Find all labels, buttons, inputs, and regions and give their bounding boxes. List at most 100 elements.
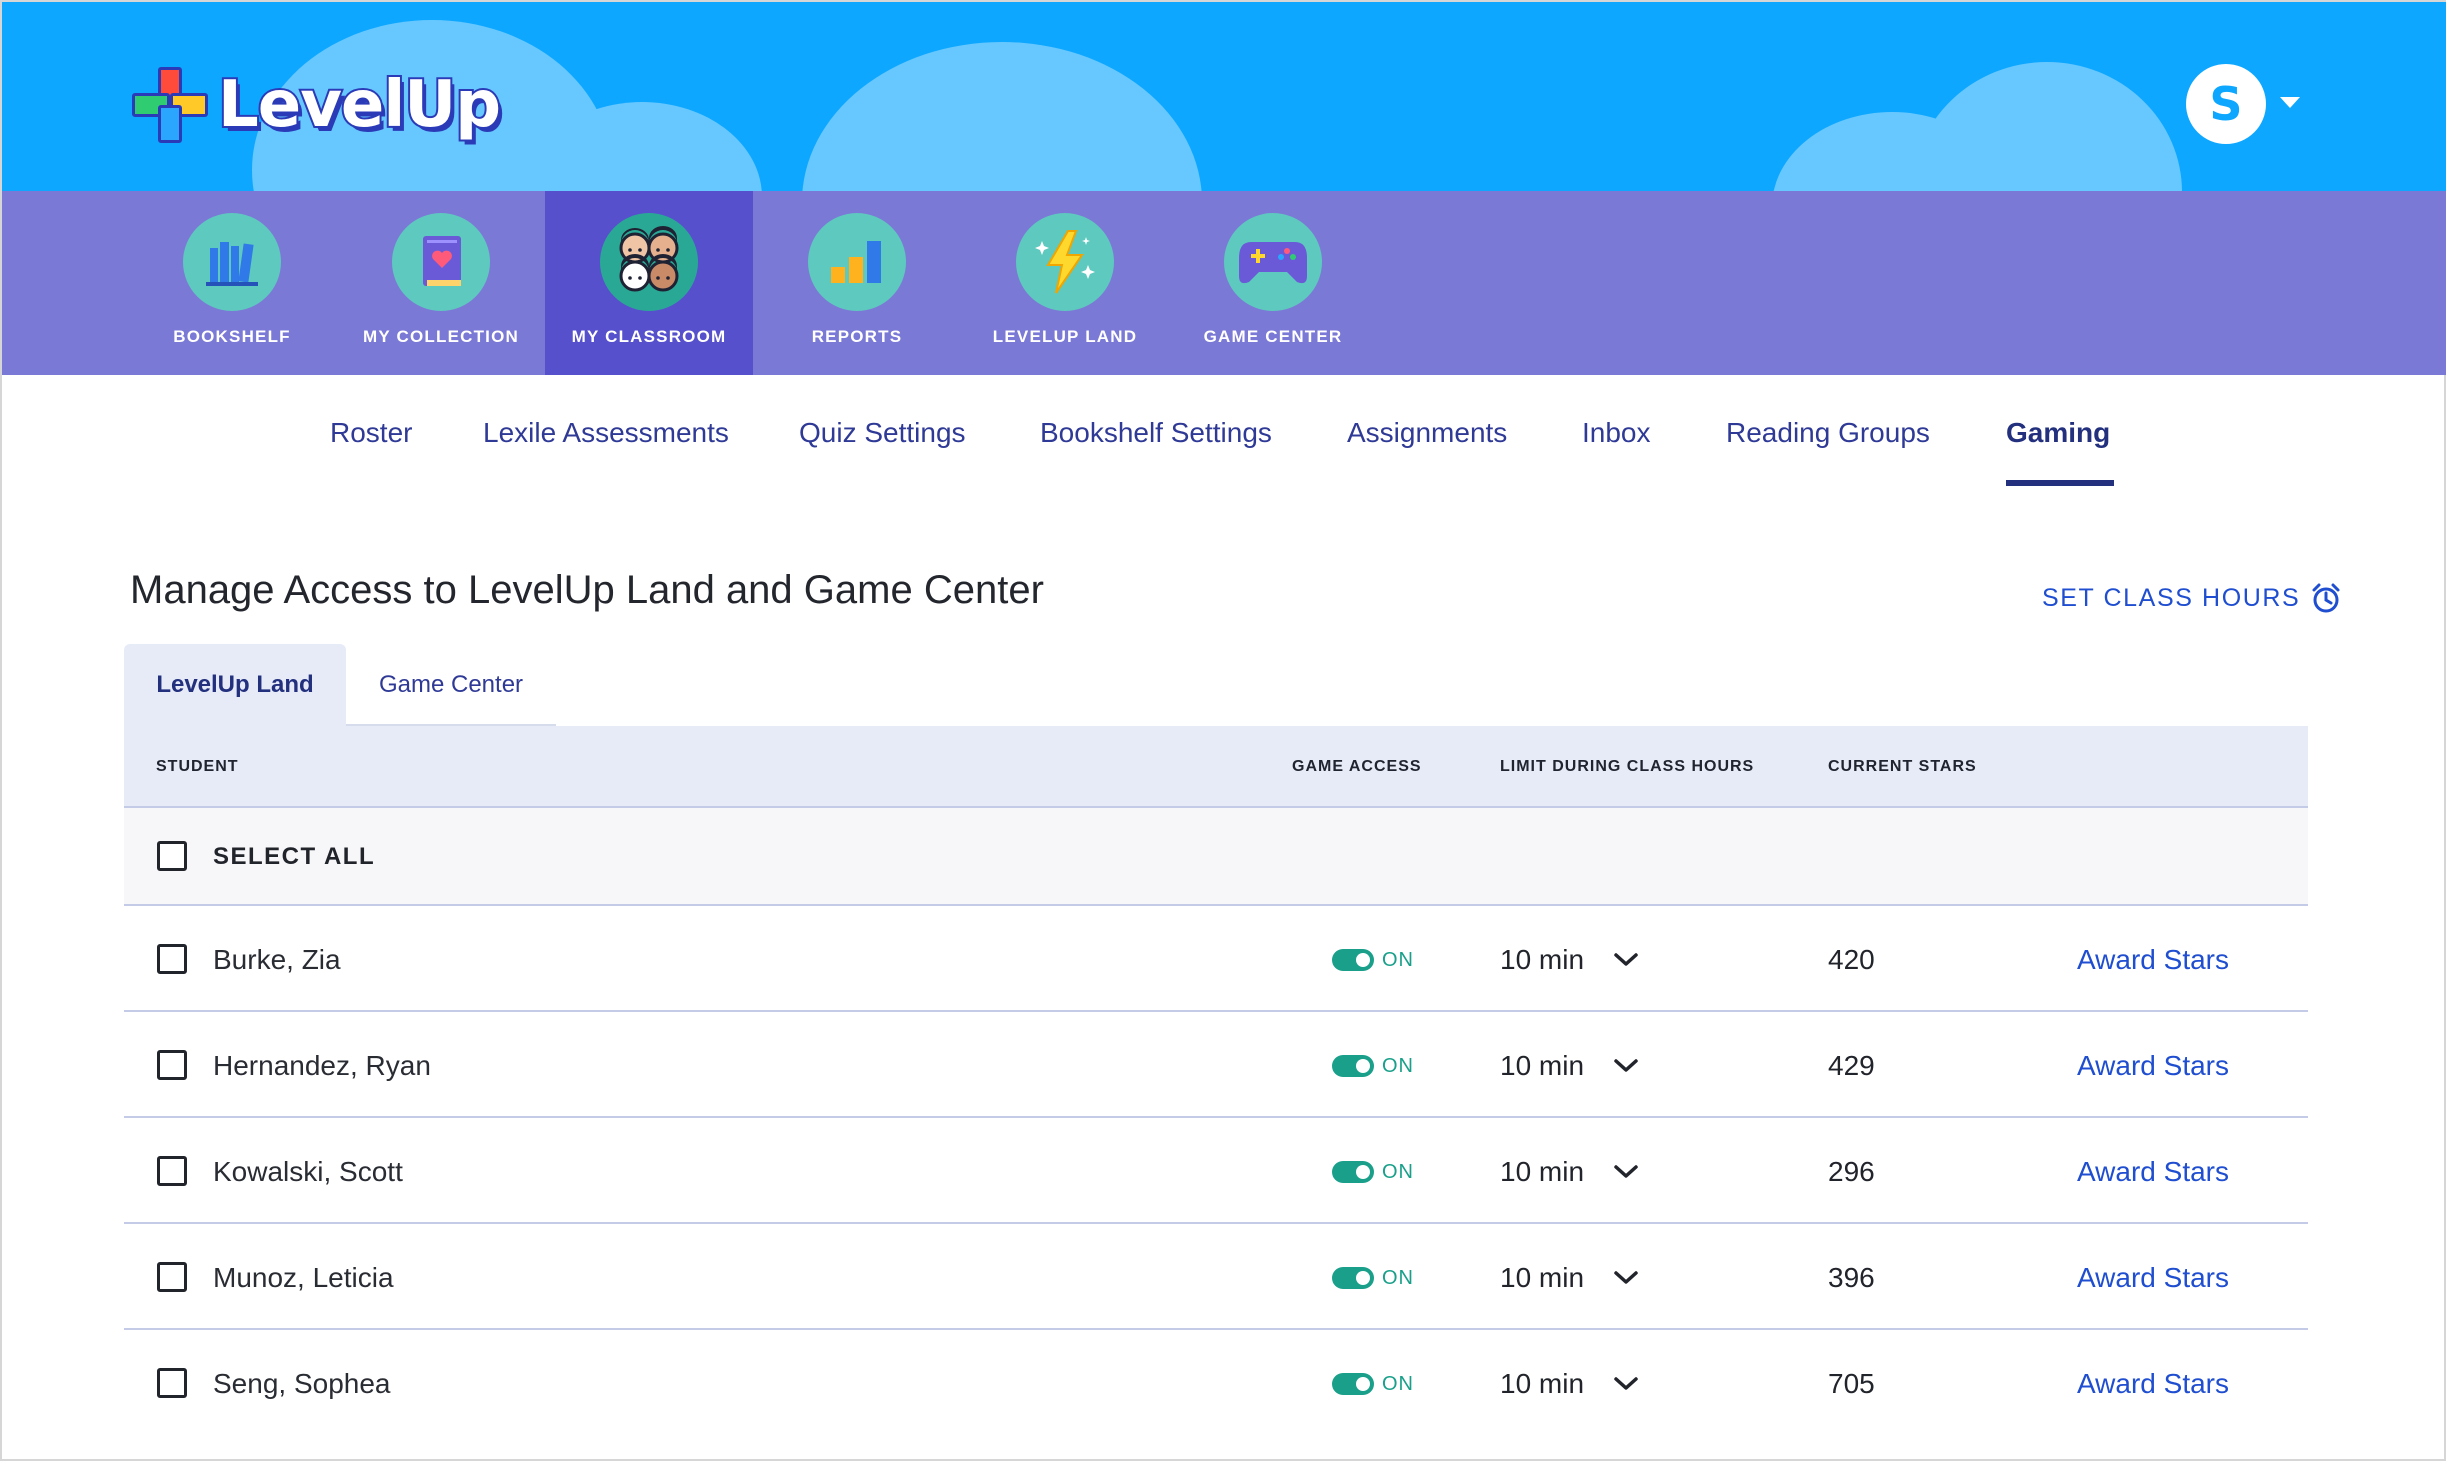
gamepad-icon [1224,213,1322,311]
cloud-decoration [1912,62,2182,191]
game-access-toggle[interactable] [1332,949,1374,971]
bookshelf-icon [183,213,281,311]
nav-item-levelup-land[interactable]: LEVELUP LAND [961,191,1169,375]
column-header-current-stars: CURRENT STARS [1828,758,1977,775]
limit-dropdown[interactable]: 10 min [1500,1048,1650,1084]
logo-text: LevelUp [216,66,503,144]
limit-value: 10 min [1500,1050,1585,1081]
nav-item-reports[interactable]: REPORTS [753,191,961,375]
game-access-status: ON [1382,949,1414,971]
nav-item-my-classroom[interactable]: MY CLASSROOM [545,191,753,375]
limit-dropdown[interactable]: 10 min [1500,1366,1650,1402]
limit-dropdown[interactable]: 10 min [1500,942,1650,978]
table-row: Burke, Zia ON 10 min 420 Award Stars [124,906,2308,1012]
chevron-down-icon [1614,953,1638,966]
table-row: Seng, Sophea ON 10 min 705 Award Stars [124,1330,2308,1436]
game-access-status: ON [1382,1267,1414,1289]
game-access-toggle[interactable] [1332,1373,1374,1395]
row-checkbox[interactable] [157,1368,187,1398]
student-name: Munoz, Leticia [213,1262,394,1293]
limit-value: 10 min [1500,1368,1585,1399]
subnav-assignments[interactable]: Assignments [1347,417,1508,448]
set-class-hours-button[interactable]: SET CLASS HOURS [2042,582,2342,614]
game-access-status: ON [1382,1373,1414,1395]
chevron-down-icon [1614,1165,1638,1178]
set-class-hours-label: SET CLASS HOURS [2042,583,2301,612]
bar-chart-icon [808,213,906,311]
levelup-logo[interactable]: LevelUp [132,60,503,150]
game-access-status: ON [1382,1055,1414,1077]
award-stars-link[interactable]: Award Stars [2077,1368,2229,1399]
row-checkbox[interactable] [157,944,187,974]
column-header-student: STUDENT [156,758,239,775]
cloud-decoration [802,42,1202,191]
limit-value: 10 min [1500,1156,1585,1187]
chevron-down-icon [1614,1377,1638,1390]
alarm-clock-icon [2312,583,2340,613]
limit-value: 10 min [1500,1262,1585,1293]
classroom-faces-icon [600,213,698,311]
chevron-down-icon [1614,1059,1638,1072]
nav-label: BOOKSHELF [173,327,291,346]
subnav-bookshelf-settings[interactable]: Bookshelf Settings [1040,417,1272,448]
subnav-quiz-settings[interactable]: Quiz Settings [799,417,966,448]
current-stars: 420 [1828,944,1875,975]
user-avatar[interactable]: S [2186,64,2266,144]
student-name: Burke, Zia [213,944,341,975]
limit-dropdown[interactable]: 10 min [1500,1154,1650,1190]
current-stars: 296 [1828,1156,1875,1187]
active-tab-underline [2006,480,2114,486]
logo-cross-icon [132,67,208,143]
chevron-down-icon [1614,1271,1638,1284]
student-name: Hernandez, Ryan [213,1050,431,1081]
subnav-roster[interactable]: Roster [330,417,413,448]
row-checkbox[interactable] [157,1262,187,1292]
subnav-reading-groups[interactable]: Reading Groups [1726,417,1930,448]
student-name: Seng, Sophea [213,1368,391,1399]
row-checkbox[interactable] [157,1050,187,1080]
subnav-lexile-assessments[interactable]: Lexile Assessments [483,417,729,448]
current-stars: 429 [1828,1050,1875,1081]
limit-value: 10 min [1500,944,1585,975]
tab-levelup-land[interactable]: LevelUp Land [124,644,346,726]
page-title: Manage Access to LevelUp Land and Game C… [130,568,1044,612]
award-stars-link[interactable]: Award Stars [2077,1156,2229,1187]
table-row: Munoz, Leticia ON 10 min 396 Award Stars [124,1224,2308,1330]
nav-label: REPORTS [811,327,903,346]
select-all-label: SELECT ALL [213,843,376,870]
row-checkbox[interactable] [157,1156,187,1186]
game-access-toggle[interactable] [1332,1055,1374,1077]
chevron-down-icon[interactable] [2280,97,2300,108]
main-nav: BOOKSHELF MY COLLECTION [2,191,2446,375]
app-header: LevelUp S [2,2,2446,191]
subnav-gaming[interactable]: Gaming [2006,417,2111,448]
nav-item-my-collection[interactable]: MY COLLECTION [337,191,545,375]
award-stars-link[interactable]: Award Stars [2077,1262,2229,1293]
game-access-toggle[interactable] [1332,1267,1374,1289]
tab-game-center[interactable]: Game Center [378,671,524,698]
nav-item-bookshelf[interactable]: BOOKSHELF [128,191,336,375]
column-header-game-access: GAME ACCESS [1292,758,1422,775]
game-access-toggle[interactable] [1332,1161,1374,1183]
student-name: Kowalski, Scott [213,1156,403,1187]
table-row: Kowalski, Scott ON 10 min 296 Award Star… [124,1118,2308,1224]
nav-label: LEVELUP LAND [992,327,1138,346]
subnav-inbox[interactable]: Inbox [1582,417,1651,448]
limit-dropdown[interactable]: 10 min [1500,1260,1650,1296]
nav-item-game-center[interactable]: GAME CENTER [1169,191,1377,375]
table-row: Hernandez, Ryan ON 10 min 429 Award Star… [124,1012,2308,1118]
nav-label: MY COLLECTION [362,327,519,346]
book-heart-icon [392,213,490,311]
award-stars-link[interactable]: Award Stars [2077,944,2229,975]
nav-label: MY CLASSROOM [571,327,727,346]
column-header-limit: LIMIT DURING CLASS HOURS [1500,758,1755,775]
tab-divider [346,724,556,726]
table-header: STUDENT GAME ACCESS LIMIT DURING CLASS H… [124,726,2308,808]
lightning-icon [1016,213,1114,311]
current-stars: 705 [1828,1368,1875,1399]
nav-label: GAME CENTER [1203,327,1343,346]
select-all-checkbox[interactable] [157,841,187,871]
game-access-status: ON [1382,1161,1414,1183]
select-all-row: SELECT ALL [124,808,2308,906]
award-stars-link[interactable]: Award Stars [2077,1050,2229,1081]
